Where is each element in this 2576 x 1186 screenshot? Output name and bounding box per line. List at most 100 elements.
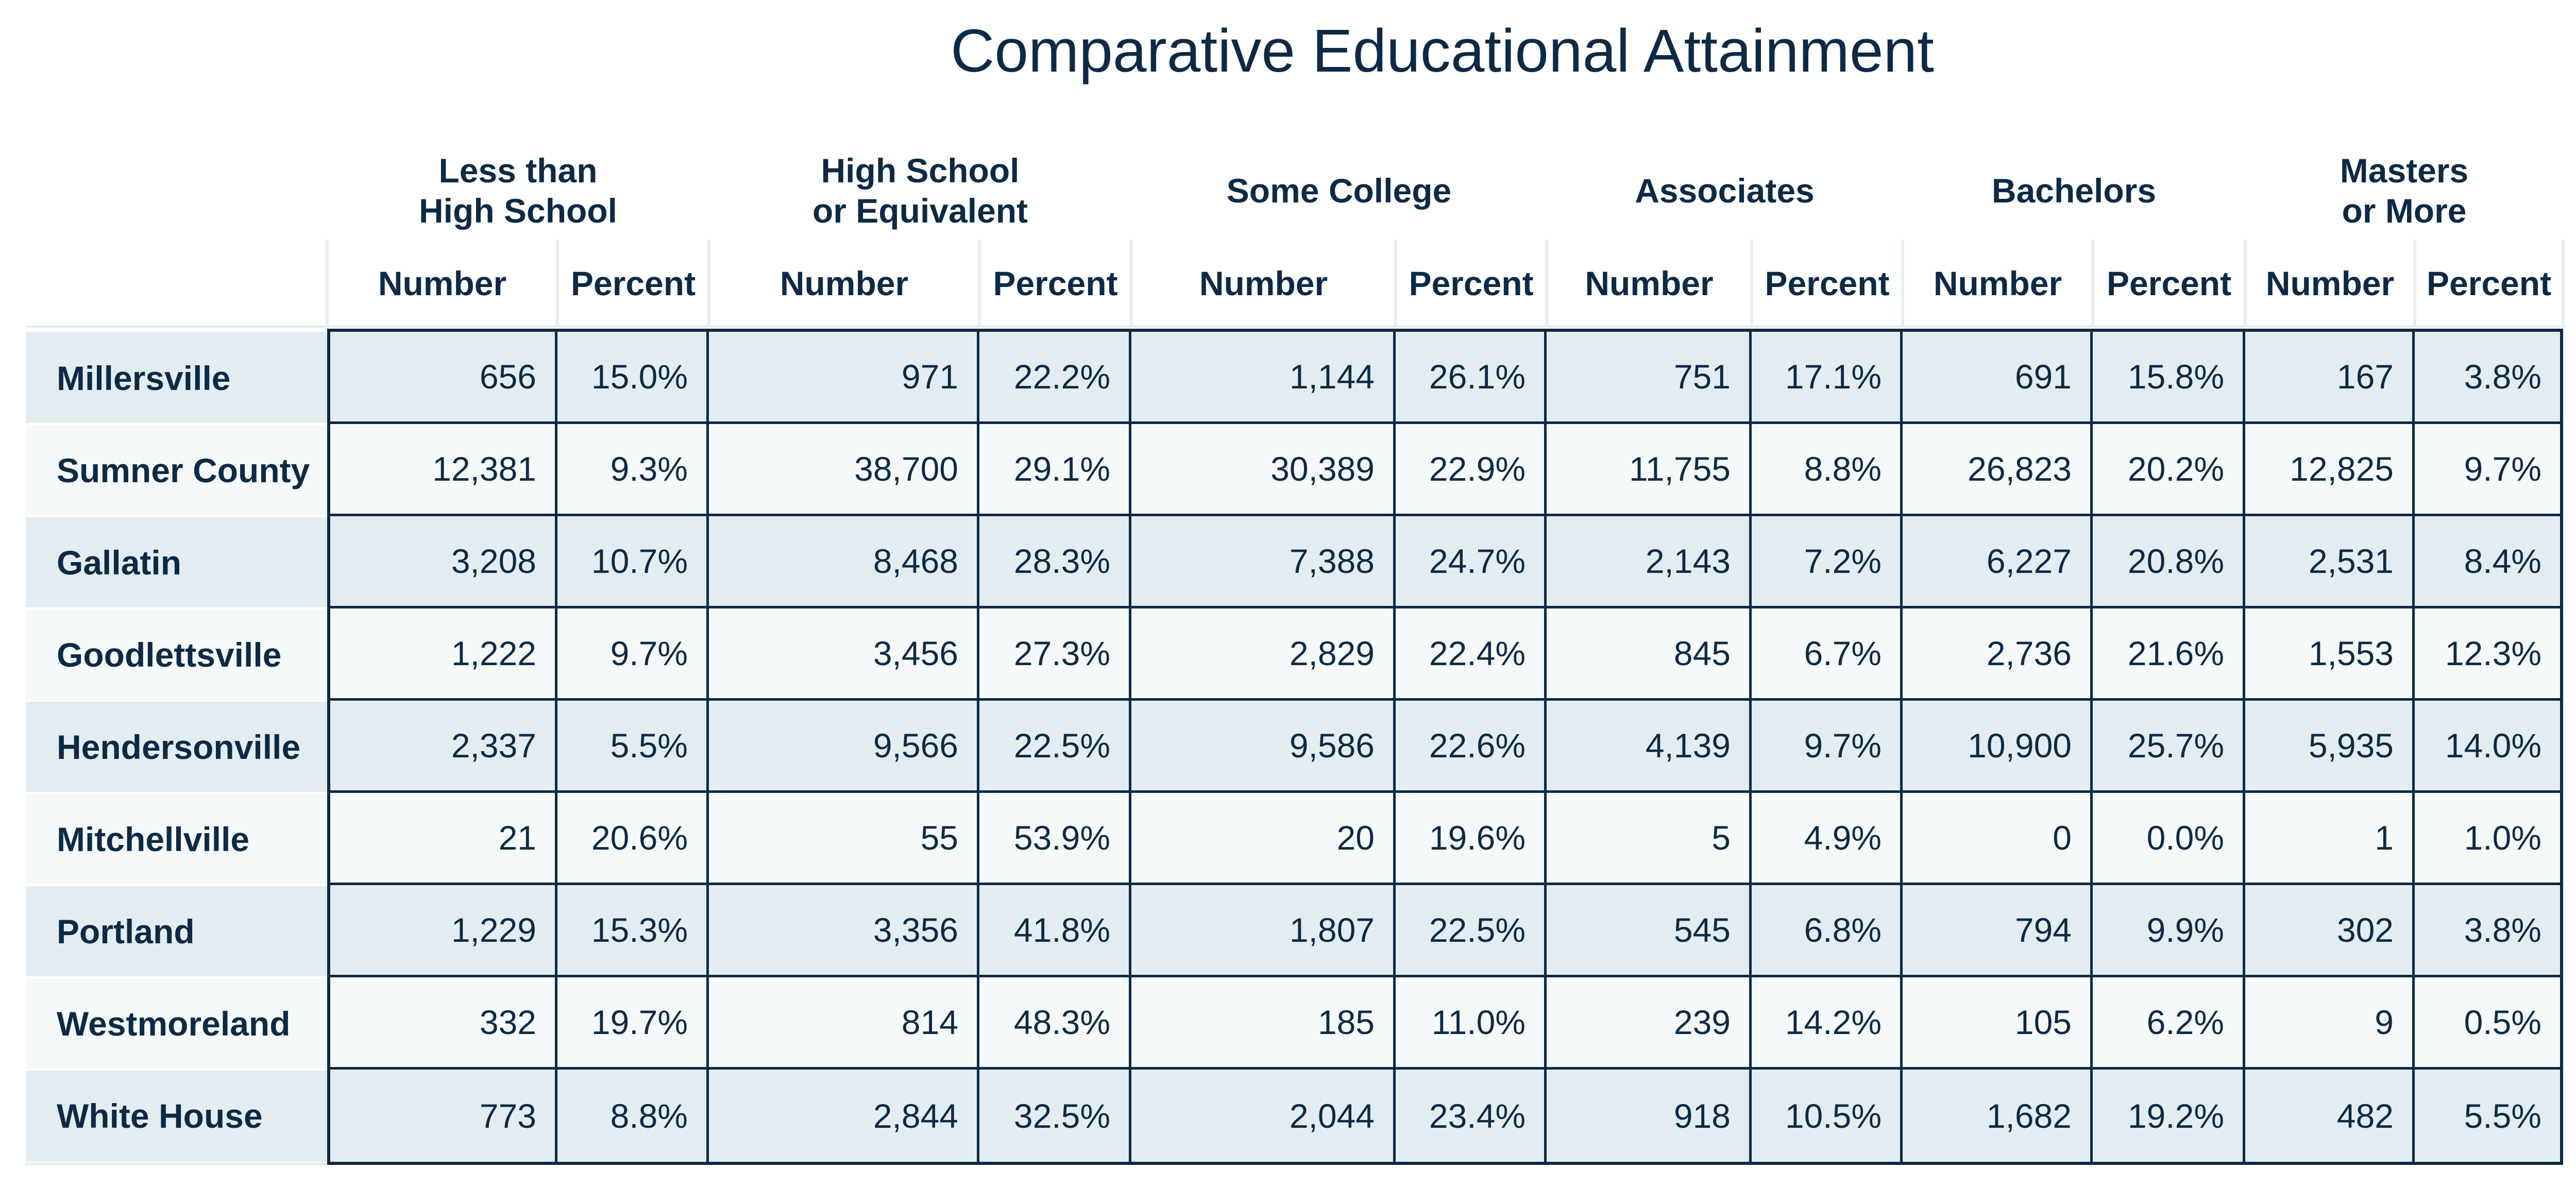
number-cell: 2,736 bbox=[1903, 608, 2093, 701]
percent-cell: 10.7% bbox=[557, 516, 709, 608]
header-divider bbox=[326, 240, 329, 327]
percent-cell: 9.9% bbox=[2093, 885, 2245, 977]
percent-column-header: Percent bbox=[570, 264, 696, 302]
percent-cell: 10.5% bbox=[1752, 1070, 1903, 1162]
percent-cell: 6.2% bbox=[2093, 977, 2245, 1070]
percent-cell: 22.5% bbox=[979, 701, 1131, 793]
percent-cell: 26.1% bbox=[1396, 332, 1547, 424]
number-cell: 656 bbox=[330, 332, 557, 424]
percent-cell: 3.8% bbox=[2415, 332, 2560, 424]
row-label: Portland bbox=[26, 885, 327, 977]
number-cell: 332 bbox=[330, 977, 557, 1070]
number-cell: 3,356 bbox=[709, 885, 979, 977]
number-cell: 971 bbox=[709, 332, 979, 424]
group-header: Less than High School bbox=[419, 151, 617, 230]
number-cell: 845 bbox=[1547, 608, 1752, 701]
number-cell: 2,531 bbox=[2245, 516, 2415, 608]
percent-cell: 20.2% bbox=[2093, 424, 2245, 516]
header-divider bbox=[1394, 240, 1397, 327]
percent-cell: 48.3% bbox=[979, 977, 1131, 1070]
chart-title: Comparative Educational Attainment bbox=[951, 17, 1934, 85]
header-divider bbox=[1130, 240, 1133, 327]
percent-cell: 32.5% bbox=[979, 1070, 1131, 1162]
number-column-header: Number bbox=[378, 264, 507, 302]
row-separator bbox=[26, 1069, 327, 1071]
percent-cell: 24.7% bbox=[1396, 516, 1547, 608]
percent-column-header: Percent bbox=[2106, 264, 2232, 302]
number-cell: 794 bbox=[1903, 885, 2093, 977]
percent-cell: 22.5% bbox=[1396, 885, 1547, 977]
row-label: Gallatin bbox=[26, 516, 327, 608]
number-cell: 239 bbox=[1547, 977, 1752, 1070]
number-cell: 751 bbox=[1547, 332, 1752, 424]
number-cell: 6,227 bbox=[1903, 516, 2093, 608]
percent-cell: 53.9% bbox=[979, 793, 1131, 885]
number-cell: 1,229 bbox=[330, 885, 557, 977]
group-header: Some College bbox=[1226, 172, 1452, 210]
number-cell: 7,388 bbox=[1131, 516, 1396, 608]
number-cell: 2,829 bbox=[1131, 608, 1396, 701]
data-grid-frame bbox=[327, 329, 2563, 1165]
number-cell: 773 bbox=[330, 1070, 557, 1162]
header-divider bbox=[2244, 240, 2247, 327]
group-header: High School or Equivalent bbox=[812, 151, 1028, 230]
percent-cell: 22.6% bbox=[1396, 701, 1547, 793]
header-divider bbox=[2562, 240, 2565, 327]
percent-cell: 0.0% bbox=[2093, 793, 2245, 885]
number-cell: 11,755 bbox=[1547, 424, 1752, 516]
percent-cell: 19.7% bbox=[557, 977, 709, 1070]
percent-cell: 15.3% bbox=[557, 885, 709, 977]
percent-cell: 8.8% bbox=[1752, 424, 1903, 516]
number-cell: 1,553 bbox=[2245, 608, 2415, 701]
group-header: Masters or More bbox=[2340, 151, 2469, 230]
percent-cell: 6.7% bbox=[1752, 608, 1903, 701]
percent-cell: 15.0% bbox=[557, 332, 709, 424]
row-separator bbox=[26, 515, 327, 517]
row-label: Westmoreland bbox=[26, 977, 327, 1070]
header-divider bbox=[2091, 240, 2094, 327]
number-cell: 1,807 bbox=[1131, 885, 1396, 977]
percent-cell: 22.2% bbox=[979, 332, 1131, 424]
number-cell: 20 bbox=[1131, 793, 1396, 885]
number-column-header: Number bbox=[779, 264, 909, 302]
table-bottom-rule bbox=[26, 1163, 327, 1165]
number-cell: 26,823 bbox=[1903, 424, 2093, 516]
header-divider bbox=[1750, 240, 1753, 327]
row-label: Millersville bbox=[26, 332, 327, 424]
percent-cell: 21.6% bbox=[2093, 608, 2245, 701]
percent-cell: 7.2% bbox=[1752, 516, 1903, 608]
percent-cell: 22.9% bbox=[1396, 424, 1547, 516]
percent-cell: 25.7% bbox=[2093, 701, 2245, 793]
header-divider bbox=[1545, 240, 1548, 327]
number-cell: 1,144 bbox=[1131, 332, 1396, 424]
number-cell: 9,566 bbox=[709, 701, 979, 793]
number-cell: 1 bbox=[2245, 793, 2415, 885]
percent-cell: 8.8% bbox=[557, 1070, 709, 1162]
percent-column-header: Percent bbox=[993, 264, 1118, 302]
number-cell: 55 bbox=[709, 793, 979, 885]
percent-cell: 1.0% bbox=[2415, 793, 2560, 885]
header-divider bbox=[2413, 240, 2416, 327]
number-cell: 9 bbox=[2245, 977, 2415, 1070]
row-separator bbox=[26, 423, 327, 425]
percent-cell: 22.4% bbox=[1396, 608, 1547, 701]
number-cell: 3,208 bbox=[330, 516, 557, 608]
number-cell: 545 bbox=[1547, 885, 1752, 977]
number-cell: 691 bbox=[1903, 332, 2093, 424]
number-cell: 5 bbox=[1547, 793, 1752, 885]
percent-cell: 9.7% bbox=[2415, 424, 2560, 516]
row-separator bbox=[26, 884, 327, 886]
number-cell: 1,222 bbox=[330, 608, 557, 701]
percent-cell: 41.8% bbox=[979, 885, 1131, 977]
header-divider bbox=[556, 240, 559, 327]
percent-cell: 4.9% bbox=[1752, 793, 1903, 885]
number-column-header: Number bbox=[1199, 264, 1328, 302]
row-label: Sumner County bbox=[26, 424, 327, 516]
number-column-header: Number bbox=[1933, 264, 2062, 302]
percent-cell: 12.3% bbox=[2415, 608, 2560, 701]
number-cell: 12,381 bbox=[330, 424, 557, 516]
number-cell: 10,900 bbox=[1903, 701, 2093, 793]
number-cell: 9,586 bbox=[1131, 701, 1396, 793]
number-cell: 38,700 bbox=[709, 424, 979, 516]
